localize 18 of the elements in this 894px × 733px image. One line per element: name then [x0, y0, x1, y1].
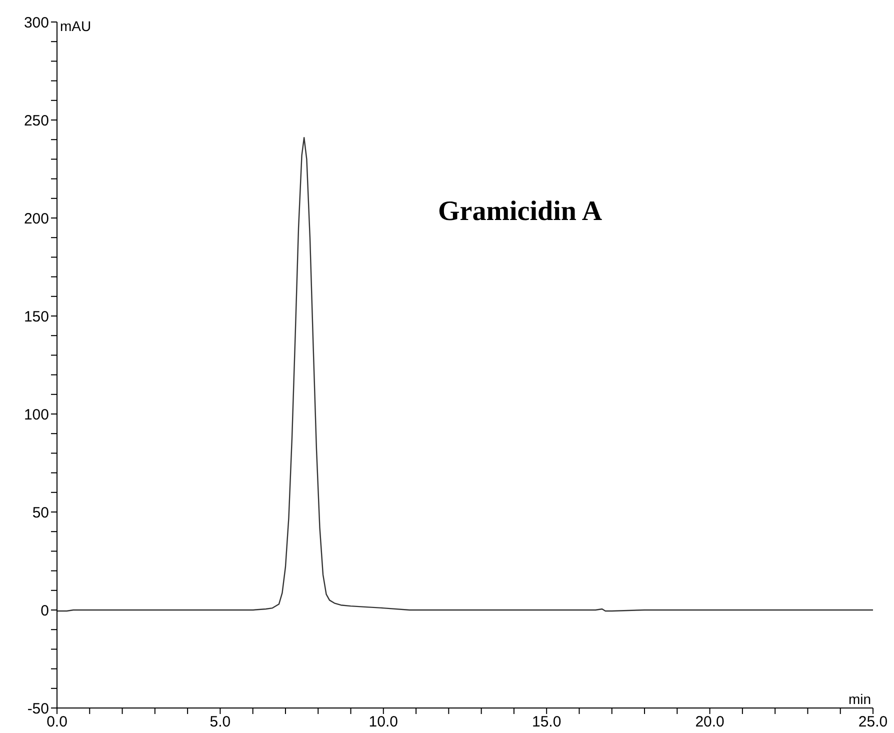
- y-tick-label: 250: [24, 112, 49, 130]
- x-axis-title: min: [848, 691, 871, 707]
- line-series: [57, 137, 873, 612]
- x-tick-label: 25.0: [858, 714, 888, 731]
- y-tick-label: 300: [24, 14, 49, 32]
- annotation: Gramicidin A: [438, 196, 602, 228]
- x-tick-label: 15.0: [532, 714, 562, 731]
- x-tick-label: 10.0: [368, 714, 398, 731]
- y-tick-label: 50: [32, 504, 49, 522]
- y-tick-label: 200: [24, 210, 49, 228]
- y-tick-label: -50: [27, 700, 49, 718]
- x-tick-label: 20.0: [695, 714, 724, 731]
- x-tick-label: 0.0: [46, 714, 68, 731]
- y-tick-label: 150: [24, 308, 49, 326]
- x-tick-label: 5.0: [210, 714, 231, 731]
- y-axis-title: mAU: [60, 18, 92, 34]
- y-tick-label: 100: [24, 406, 49, 424]
- y-tick-label: 0: [40, 602, 49, 620]
